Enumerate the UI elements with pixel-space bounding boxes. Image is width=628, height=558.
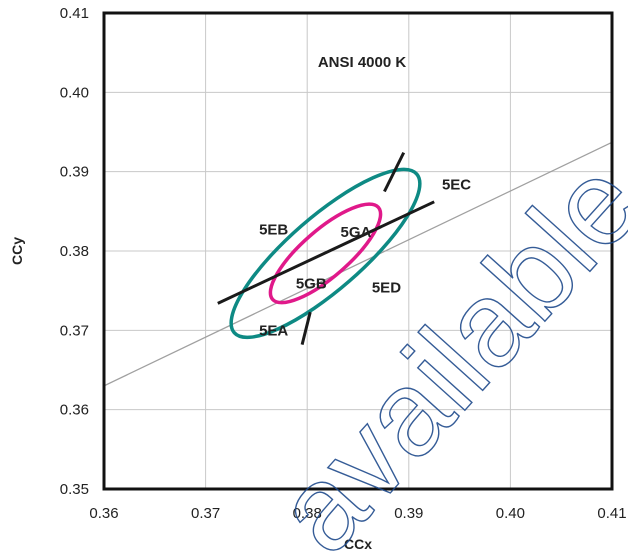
divider-line [217, 200, 435, 305]
bin-label: 5GB [296, 276, 327, 293]
x-tick-label: 0.38 [293, 505, 322, 522]
watermark-text: available [250, 136, 628, 558]
bin-label: 5EC [442, 176, 471, 193]
y-tick-label: 0.35 [60, 481, 89, 498]
y-tick-label: 0.41 [60, 5, 89, 22]
bin-label: 5GA [341, 224, 372, 241]
y-tick-label: 0.36 [60, 402, 89, 419]
y-tick-label: 0.39 [60, 164, 89, 181]
bin-label: 5EA [259, 322, 288, 339]
plot-content [103, 141, 613, 387]
y-tick-label: 0.40 [60, 84, 89, 101]
reference-line [103, 141, 613, 387]
x-tick-label: 0.40 [496, 505, 525, 522]
y-axis-title: CCy [9, 237, 25, 265]
x-tick-label: 0.41 [597, 505, 626, 522]
x-tick-label: 0.39 [394, 505, 423, 522]
y-tick-label: 0.38 [60, 243, 89, 260]
y-tick-label: 0.37 [60, 322, 89, 339]
axis-ticks: 0.36 0.37 0.38 0.39 0.40 0.410.350.360.370.38… [60, 5, 627, 522]
bin-label: 5EB [259, 222, 288, 239]
inner-ellipse [268, 202, 383, 305]
divider-line [383, 151, 406, 193]
outer-ellipse [229, 167, 422, 340]
chart-title: ANSI 4000 K [318, 54, 407, 71]
watermark: available [249, 135, 628, 558]
x-tick-label: 0.37 [191, 505, 220, 522]
plot-frame [102, 11, 614, 491]
x-tick-label: 0.36 [89, 505, 118, 522]
bin-label: 5ED [372, 279, 401, 296]
bin-labels: 5EA 5EB 5EC 5ED 5GA 5GB [259, 176, 471, 339]
x-axis-title: CCx [344, 536, 372, 552]
divider-line [300, 311, 312, 345]
